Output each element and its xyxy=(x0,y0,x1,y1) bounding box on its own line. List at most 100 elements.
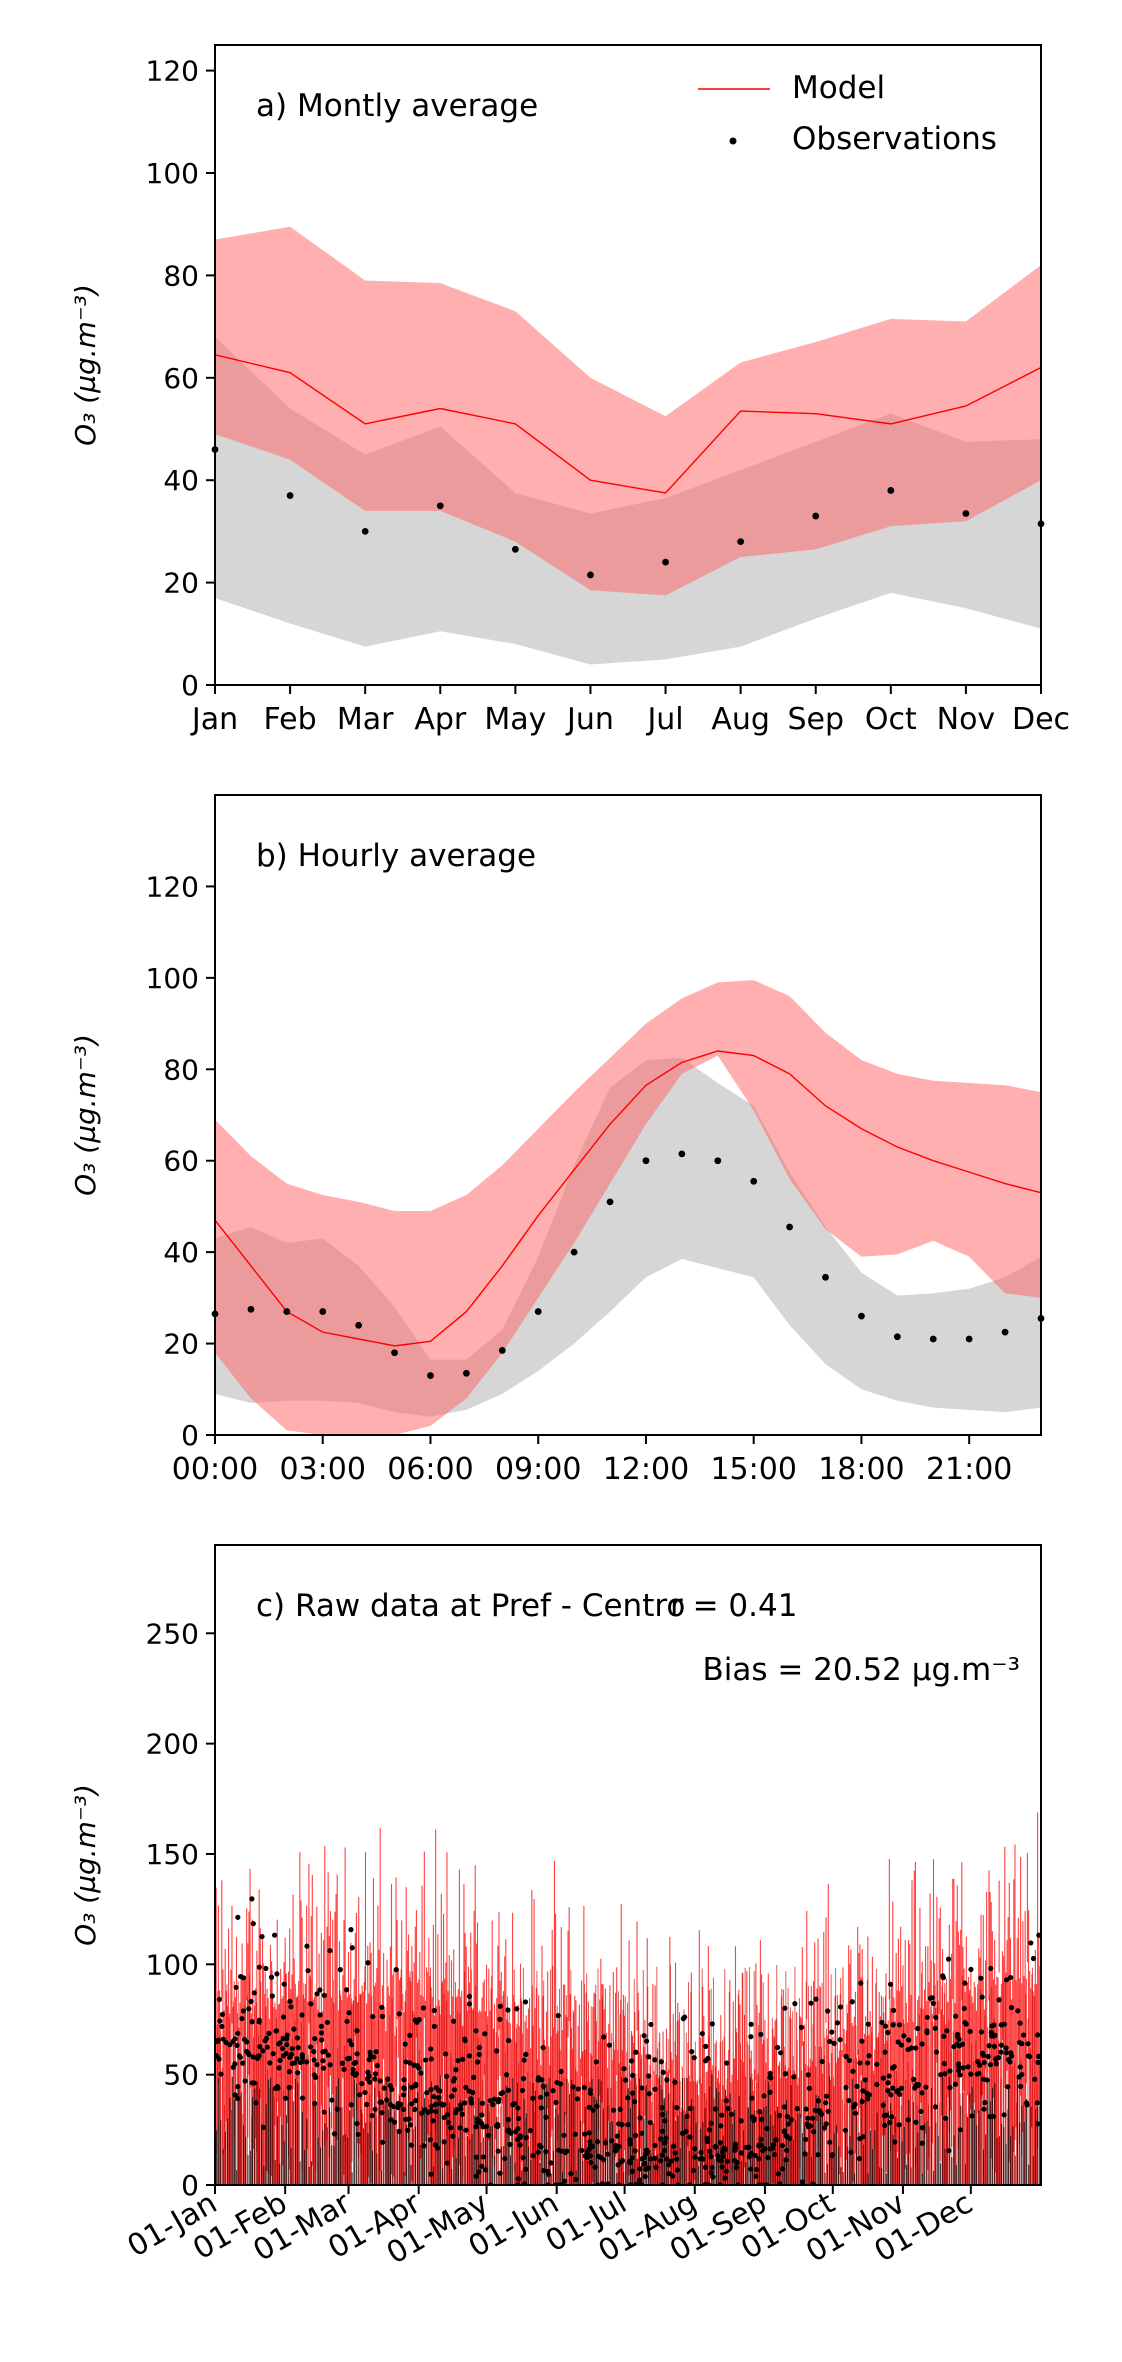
observation-point xyxy=(663,2135,669,2141)
observation-point xyxy=(887,1981,894,1987)
observation-point xyxy=(639,2085,645,2091)
observation-point xyxy=(979,1994,985,2000)
observation-point xyxy=(672,2079,678,2085)
observation-point xyxy=(885,2029,891,2036)
observation-point xyxy=(831,2040,837,2046)
observation-point xyxy=(557,2081,564,2087)
observation-point xyxy=(776,2112,783,2119)
observation-point xyxy=(412,2017,418,2023)
observation-point xyxy=(322,2048,328,2054)
observation-point xyxy=(829,2152,835,2158)
observation-point xyxy=(782,2071,789,2077)
observation-point xyxy=(277,2057,283,2063)
observation-point xyxy=(450,2078,457,2084)
observation-point xyxy=(291,2026,297,2032)
observation-point xyxy=(719,2164,725,2170)
observation-point xyxy=(808,2000,814,2006)
observation-point xyxy=(957,2072,963,2078)
observation-point xyxy=(764,2126,770,2132)
observation-point xyxy=(466,1993,473,1999)
observation-point xyxy=(1035,2121,1041,2127)
observation-point xyxy=(779,2143,786,2149)
observation-point xyxy=(864,2060,871,2066)
observation-point xyxy=(476,2051,482,2058)
observation-point xyxy=(257,2044,263,2050)
observation-point xyxy=(451,2018,457,2024)
observation-point xyxy=(722,2175,728,2181)
observation-point xyxy=(497,2003,503,2009)
observation-point xyxy=(250,1921,256,1927)
observation-point xyxy=(366,2057,372,2063)
observation-point xyxy=(803,2106,809,2112)
observation-point xyxy=(272,2085,279,2091)
observation-point xyxy=(988,2029,995,2036)
observation-point xyxy=(444,2160,451,2166)
observation-point xyxy=(698,2149,704,2156)
observation-point xyxy=(545,2171,552,2177)
observation-point xyxy=(674,2156,680,2162)
observation-point xyxy=(308,2001,314,2007)
observation-point xyxy=(717,2140,723,2146)
observation-point xyxy=(975,2058,981,2065)
observation-point xyxy=(381,2085,387,2091)
panel-c-frame xyxy=(214,1544,1042,2186)
observation-point xyxy=(781,2129,787,2135)
observation-point xyxy=(616,2143,622,2150)
observation-point xyxy=(325,2052,332,2058)
observation-point xyxy=(1034,2032,1041,2038)
observation-point xyxy=(818,2111,825,2117)
observation-point xyxy=(595,2139,601,2145)
chart0-y-tick-label: 120 xyxy=(146,55,199,88)
observation-point xyxy=(589,2143,595,2149)
chart2-y-tick-label: 100 xyxy=(146,1948,199,1981)
observation-point xyxy=(661,2147,668,2154)
panel-b-bands xyxy=(215,980,1041,1435)
observation-point xyxy=(480,2154,486,2160)
observation-point xyxy=(496,2096,502,2102)
observation-point xyxy=(854,2083,860,2089)
observation-point xyxy=(825,2108,831,2115)
observation-point xyxy=(409,2084,415,2090)
observation-point xyxy=(543,2149,549,2155)
observation-point xyxy=(627,2137,633,2143)
observations-band xyxy=(215,1057,1041,1417)
panel-a-y-label: O₃ (µg.m⁻³) xyxy=(69,284,102,446)
observation-point xyxy=(896,2122,902,2128)
observation-point xyxy=(901,2033,907,2039)
panel-b-x-tick-label: 18:00 xyxy=(818,1452,904,1487)
observation-point xyxy=(761,2093,767,2099)
chart0-y-tick-label: 60 xyxy=(163,362,199,395)
observation-point xyxy=(530,2153,536,2159)
observation-point xyxy=(505,2037,512,2044)
observation-point xyxy=(715,2156,722,2163)
observation-point xyxy=(924,2030,930,2036)
observation-point xyxy=(782,2005,788,2011)
observation-point xyxy=(514,2006,520,2012)
observation-point xyxy=(232,2036,238,2042)
observation-point xyxy=(449,2093,455,2099)
observation-point xyxy=(996,2054,1002,2061)
observation-point xyxy=(637,2115,643,2121)
observation-point xyxy=(517,2133,523,2139)
observation-point xyxy=(432,2142,438,2148)
observation-point xyxy=(712,2144,718,2150)
observation-point xyxy=(314,2062,320,2068)
observation-point xyxy=(267,2060,273,2066)
observation-point xyxy=(473,2028,479,2034)
observation-point xyxy=(758,2116,765,2123)
observation-point xyxy=(215,2053,220,2059)
observation-point xyxy=(886,2073,892,2079)
observation-point xyxy=(965,1335,973,1343)
observation-point xyxy=(773,2137,779,2143)
observation-point xyxy=(658,2158,664,2164)
observation-point xyxy=(364,2101,370,2108)
observation-point xyxy=(574,2096,581,2102)
observation-point xyxy=(241,2036,248,2043)
observation-point xyxy=(553,2099,559,2106)
observation-point xyxy=(600,2034,607,2040)
chart0-y-tick-label: 100 xyxy=(146,157,199,190)
observation-point xyxy=(431,2007,437,2014)
observation-point xyxy=(669,2173,676,2179)
observation-point xyxy=(540,2083,546,2089)
